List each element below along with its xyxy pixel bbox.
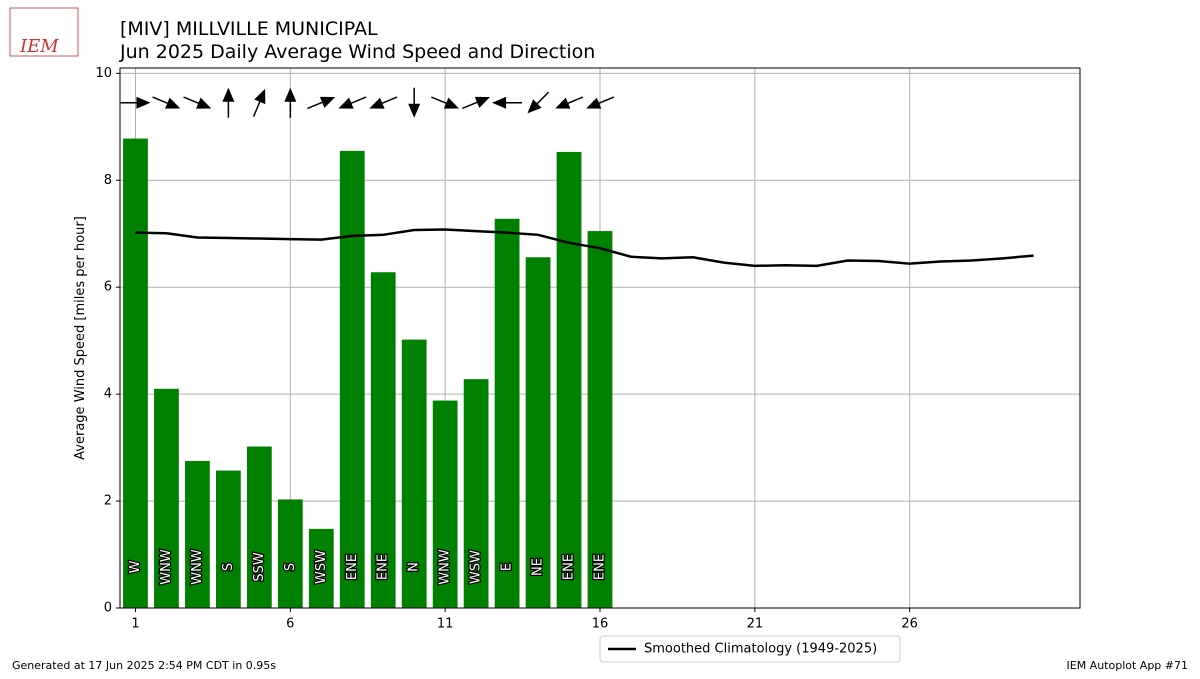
- y-axis-label: Average Wind Speed [miles per hour]: [73, 216, 88, 460]
- direction-label: E: [500, 563, 515, 571]
- wind-arrow: [152, 96, 181, 109]
- wind-arrow: [492, 96, 523, 109]
- bar: [216, 470, 241, 608]
- direction-label: ENE: [593, 554, 608, 580]
- wind-arrow: [252, 88, 266, 117]
- climatology-line: [135, 228, 1034, 268]
- direction-label: WSW: [469, 550, 484, 584]
- bar: [277, 499, 303, 608]
- arrow-head: [338, 97, 354, 109]
- direction-label: ENE: [376, 554, 391, 580]
- wind-arrow: [369, 96, 398, 109]
- bar: [246, 446, 272, 608]
- chart-title: [MIV] MILLVILLE MUNICIPAL: [120, 18, 378, 40]
- wind-arrow: [222, 87, 235, 118]
- direction-label: ENE: [562, 554, 577, 580]
- y-tick-label: 6: [104, 280, 112, 295]
- bar: [432, 400, 458, 608]
- y-tick-label: 8: [104, 173, 112, 188]
- wind-arrow: [461, 96, 490, 110]
- footer-left: Generated at 17 Jun 2025 2:54 PM CDT in …: [12, 659, 276, 672]
- wind-arrow: [527, 91, 550, 114]
- bar: [339, 150, 365, 609]
- bar: [525, 257, 551, 608]
- x-tick-label: 21: [747, 617, 764, 632]
- arrow-head: [254, 88, 266, 105]
- x-tick-label: 6: [286, 617, 294, 632]
- plot-frame: [119, 67, 1081, 609]
- bar: [123, 138, 148, 608]
- arrow-head: [319, 96, 336, 108]
- chart-subtitle: Jun 2025 Daily Average Wind Speed and Di…: [119, 41, 595, 63]
- logo-box: [9, 7, 79, 57]
- direction-label: W: [128, 560, 143, 573]
- x-tick-label: 1: [131, 617, 139, 632]
- wind-arrow: [586, 96, 615, 109]
- direction-label: WNW: [190, 549, 205, 585]
- legend-label: Smoothed Climatology (1949-2025): [644, 642, 877, 657]
- arrow-head: [136, 96, 151, 109]
- direction-label: WSW: [314, 550, 329, 584]
- wind-arrow: [338, 96, 367, 109]
- bar: [308, 528, 334, 608]
- wind-arrow: [120, 96, 151, 109]
- arrow-head: [284, 87, 297, 102]
- bar: [185, 460, 210, 608]
- arrow-head: [443, 97, 460, 109]
- direction-label: WNW: [159, 549, 174, 585]
- direction-label: WNW: [438, 549, 453, 585]
- arrow-head: [586, 97, 602, 109]
- arrow-head: [492, 96, 507, 109]
- wind-arrow: [408, 87, 421, 118]
- x-tick-label: 11: [437, 617, 454, 632]
- wind-arrow: [555, 96, 584, 109]
- bar: [587, 231, 613, 608]
- bar: [154, 388, 179, 608]
- direction-label: NE: [531, 558, 546, 576]
- direction-label: N: [407, 562, 422, 572]
- arrow-head: [474, 96, 490, 108]
- legend-box: [599, 635, 901, 663]
- arrow-head: [527, 99, 542, 114]
- y-tick-label: 0: [104, 601, 112, 616]
- wind-arrow: [307, 96, 336, 110]
- wind-arrow: [284, 87, 297, 118]
- bar: [494, 218, 520, 608]
- y-tick-label: 2: [104, 494, 112, 509]
- logo: IEM: [19, 36, 59, 57]
- x-tick-label: 16: [592, 617, 609, 632]
- footer-right: IEM Autoplot App #71: [1067, 659, 1189, 672]
- y-tick-label: 4: [104, 387, 112, 402]
- direction-label: SSW: [252, 552, 267, 582]
- bar: [370, 272, 396, 608]
- wind-arrow: [431, 96, 460, 109]
- bar: [556, 151, 582, 608]
- direction-label: S: [221, 563, 236, 571]
- y-tick-label: 10: [95, 66, 112, 81]
- direction-label: ENE: [345, 554, 360, 580]
- bar: [401, 339, 427, 608]
- arrow-head: [165, 97, 181, 109]
- arrow-head: [369, 97, 385, 109]
- arrow-head: [555, 97, 571, 109]
- direction-label: S: [283, 563, 298, 571]
- x-tick-label: 26: [901, 617, 918, 632]
- bar: [463, 379, 489, 608]
- wind-arrow: [183, 96, 212, 109]
- arrow-head: [196, 97, 212, 109]
- arrow-head: [408, 103, 421, 118]
- arrow-head: [222, 87, 235, 102]
